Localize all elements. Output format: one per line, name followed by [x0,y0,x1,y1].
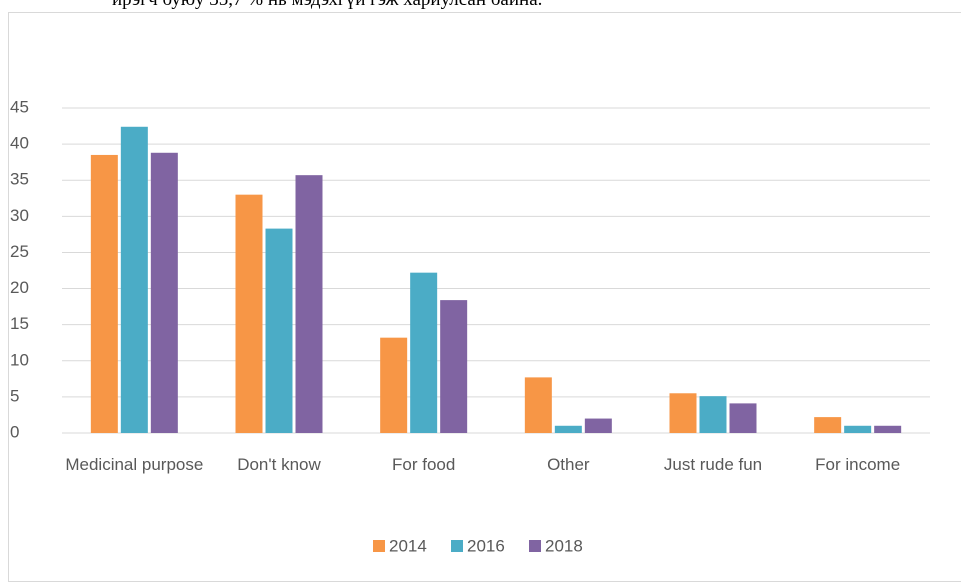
y-tick-label: 15 [10,314,29,333]
bar [120,126,148,434]
bar [235,194,263,433]
y-tick-label: 35 [10,170,29,189]
bar [90,154,118,433]
x-tick-label: Medicinal purpose [65,455,204,474]
bar [584,418,612,433]
legend-swatch [451,540,463,552]
bar [699,396,727,433]
y-tick-label: 45 [10,97,29,116]
bar [874,425,902,433]
y-tick-label: 0 [10,422,19,441]
bar [554,425,582,433]
x-tick-label: Other [547,455,590,474]
x-tick-label: For income [815,455,901,474]
legend-label: 2018 [545,536,583,555]
y-tick-label: 25 [10,242,29,261]
caption: ирэгч буюу 35,7 % нь мэдэхгүй гэж хариул… [112,0,542,11]
x-tick-label: Don't know [237,455,321,474]
y-tick-label: 30 [10,206,29,225]
bar [295,175,323,433]
bar [524,377,552,433]
bar [729,403,757,433]
y-tick-label: 40 [10,134,29,153]
y-tick-label: 20 [10,278,29,297]
bar [669,393,697,433]
x-tick-label: Just rude fun [663,455,763,474]
bar [844,425,872,433]
y-tick-label: 5 [10,386,19,405]
legend-label: 2016 [467,536,505,555]
legend-swatch [373,540,385,552]
bar [380,337,408,433]
legend-swatch [529,540,541,552]
legend-label: 2014 [389,536,427,555]
bar [440,300,468,433]
bar [814,417,842,433]
y-tick-label: 10 [10,350,29,369]
bar [265,228,293,433]
bar [150,152,178,433]
bar [410,272,438,433]
x-tick-label: For food [392,455,456,474]
